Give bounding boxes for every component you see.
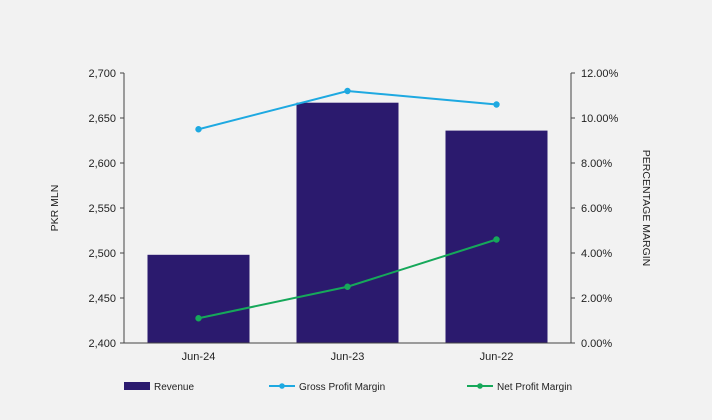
axis-titles: PKR MLN PERCENTAGE MARGIN bbox=[49, 150, 652, 266]
left-tick-label: 2,450 bbox=[88, 293, 116, 305]
x-tick-label: Jun-23 bbox=[331, 351, 365, 363]
right-tick-label: 0.00% bbox=[581, 338, 612, 350]
legend-marker-gross-profit-margin bbox=[279, 383, 285, 389]
legend-label-revenue: Revenue bbox=[154, 382, 194, 393]
left-tick-label: 2,550 bbox=[88, 203, 116, 215]
left-tick-label: 2,500 bbox=[88, 248, 116, 260]
line-series bbox=[195, 87, 500, 322]
gross-profit-margin-point-jun-22 bbox=[493, 101, 500, 108]
right-tick-label: 8.00% bbox=[581, 158, 612, 170]
legend-label-gross-profit-margin: Gross Profit Margin bbox=[299, 382, 385, 393]
gross-profit-margin-point-jun-23 bbox=[344, 87, 351, 95]
net-profit-margin-point-jun-24 bbox=[195, 315, 202, 322]
right-tick-label: 6.00% bbox=[581, 203, 612, 215]
y-axis-title: PKR MLN bbox=[49, 185, 61, 232]
right-tick-label: 2.00% bbox=[581, 293, 612, 305]
x-tick-label: Jun-24 bbox=[182, 351, 216, 363]
left-tick-label: 2,650 bbox=[88, 113, 116, 125]
axes bbox=[120, 72, 575, 344]
right-tick-label: 4.00% bbox=[581, 248, 612, 260]
net-profit-margin-point-jun-23 bbox=[344, 283, 351, 290]
left-tick-label: 2,600 bbox=[88, 158, 116, 170]
legend-label-net-profit-margin: Net Profit Margin bbox=[497, 382, 572, 393]
right-tick-label: 10.00% bbox=[581, 113, 619, 125]
x-tick-label: Jun-22 bbox=[480, 351, 514, 363]
gross-profit-margin-point-jun-24 bbox=[195, 126, 202, 133]
tick-labels: 2,400 2,450 2,500 2,550 2,600 2,650 2,700 0.00%… bbox=[88, 68, 618, 363]
bar-series bbox=[147, 102, 548, 343]
legend-swatch-revenue bbox=[124, 382, 150, 390]
left-tick-label: 2,400 bbox=[88, 338, 116, 350]
left-tick-label: 2,700 bbox=[88, 68, 116, 80]
right-tick-label: 12.00% bbox=[581, 68, 619, 80]
bar-jun-24 bbox=[147, 254, 250, 343]
legend: Revenue Gross Profit Margin Net Profit Mar… bbox=[124, 382, 572, 393]
legend-marker-net-profit-margin bbox=[477, 383, 483, 389]
bar-jun-23 bbox=[296, 102, 399, 343]
net-profit-margin-point-jun-22 bbox=[493, 236, 500, 243]
y2-axis-title: PERCENTAGE MARGIN bbox=[640, 150, 652, 266]
